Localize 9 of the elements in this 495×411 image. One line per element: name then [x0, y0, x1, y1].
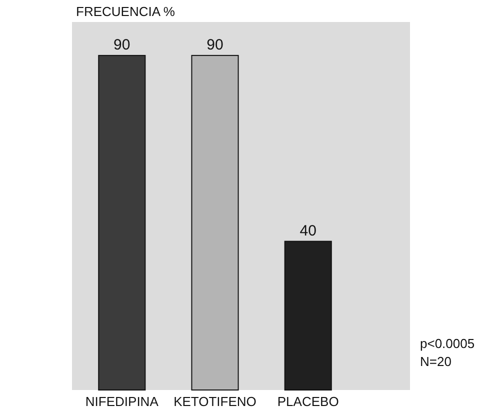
text: p<0.0005	[420, 336, 475, 351]
x-tick-label: PLACEBO	[277, 394, 339, 409]
data-label: 90	[114, 36, 130, 54]
x-tick-label: NIFEDIPINA	[85, 394, 159, 409]
data-label: 40	[300, 222, 316, 240]
text: N=20	[420, 354, 452, 369]
chart-title: FRECUENCIA %	[76, 4, 176, 19]
x-tick-label: KETOTIFENO	[174, 394, 256, 409]
data-label: 90	[206, 36, 224, 54]
